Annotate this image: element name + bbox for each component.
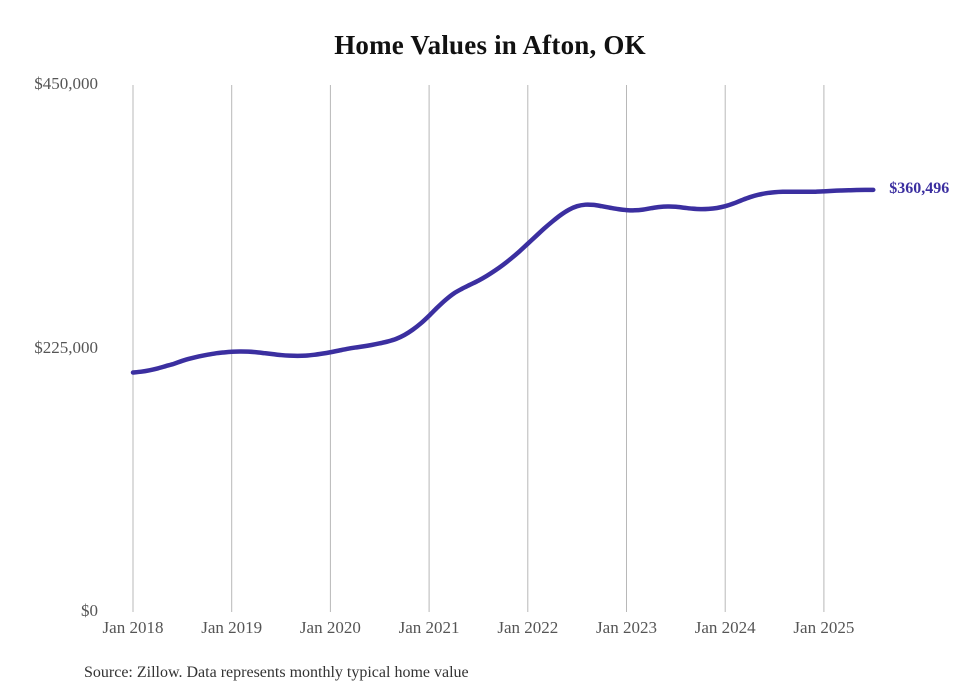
- last-value-annotation: $360,496: [889, 179, 950, 197]
- x-axis-tick-label: Jan 2018: [102, 618, 164, 637]
- x-axis-tick-label: Jan 2022: [497, 618, 559, 637]
- source-note: Source: Zillow. Data represents monthly …: [84, 664, 469, 681]
- x-axis-tick-label: Jan 2023: [596, 618, 657, 637]
- x-axis-tick-label: Jan 2021: [398, 618, 460, 637]
- chart-title: Home Values in Afton, OK: [334, 30, 646, 60]
- y-axis-tick-label: $225,000: [34, 337, 98, 357]
- x-axis-tick-label: Jan 2019: [201, 618, 263, 637]
- gridlines-group: [132, 85, 825, 612]
- x-axis-tick-label: Jan 2025: [793, 618, 855, 637]
- x-axis-tick-label: Jan 2020: [299, 618, 361, 637]
- y-axis-tick-label: $450,000: [34, 74, 98, 93]
- home-value-line: [130, 187, 876, 375]
- x-axis-tick-label: Jan 2024: [694, 618, 756, 637]
- y-axis-tick-label: $0: [81, 601, 98, 620]
